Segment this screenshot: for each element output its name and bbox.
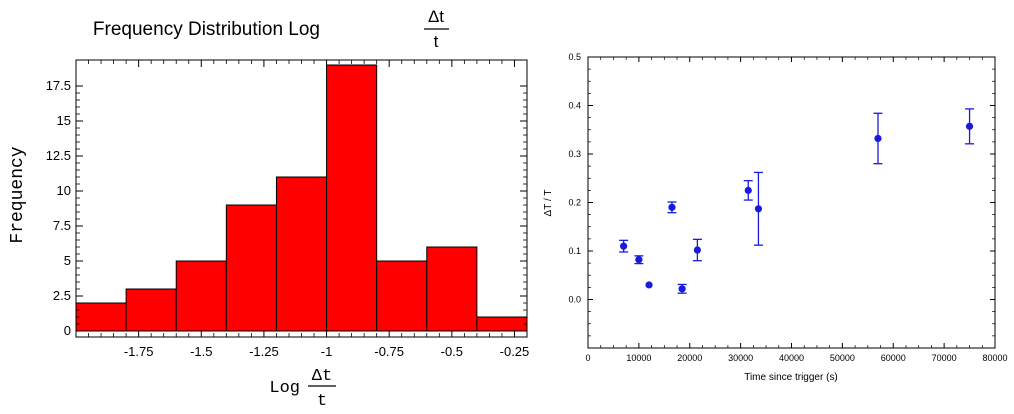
histogram-bar <box>326 64 378 332</box>
histogram-title-denominator: t <box>434 32 439 51</box>
scatter-chart: 0.0 0.1 0.2 0.3 0.4 0.5 0 10000 20000 30000 40000 5… <box>543 52 1008 383</box>
histogram-x-tick-label: -1 <box>321 344 333 359</box>
scatter-x-tick-label: 30000 <box>728 353 753 363</box>
scatter-points <box>619 108 975 294</box>
scatter-x-tick-label: 20000 <box>677 353 702 363</box>
scatter-point <box>965 122 974 130</box>
histogram-x-tick-label: -0.75 <box>374 344 404 359</box>
scatter-point <box>874 134 882 143</box>
scatter-point <box>744 186 752 194</box>
scatter-point <box>668 203 676 211</box>
histogram-x-axis-label-numerator: Δt <box>312 367 332 386</box>
histogram-bar <box>225 204 277 332</box>
histogram-x-axis-label: Log <box>269 379 300 398</box>
scatter-y-tick-label: 0.4 <box>568 101 581 111</box>
histogram-bar <box>275 176 328 332</box>
scatter-x-tick-label: 10000 <box>626 353 651 363</box>
scatter-point <box>645 281 653 289</box>
histogram-y-tick-label: 10 <box>57 183 71 198</box>
scatter-x-tick-label: 80000 <box>982 353 1007 363</box>
scatter-y-tick-label: 0.5 <box>568 52 581 62</box>
histogram-title-numerator: Δt <box>428 7 444 26</box>
histogram-y-tick-label: 15 <box>57 113 71 128</box>
histogram-x-tick-label: -1.75 <box>124 344 154 359</box>
histogram-bars <box>75 64 528 332</box>
scatter-x-tick-label: 0 <box>585 353 590 363</box>
scatter-axes: 0.0 0.1 0.2 0.3 0.4 0.5 0 10000 20000 30000 40000 5… <box>568 52 1007 363</box>
histogram-bar <box>476 316 528 332</box>
scatter-y-tick-label: 0.3 <box>568 149 581 159</box>
scatter-point <box>635 256 643 264</box>
histogram-x-tick-label: -0.25 <box>500 344 530 359</box>
scatter-x-tick-label: 40000 <box>779 353 804 363</box>
histogram-bar <box>125 288 177 332</box>
histogram-y-tick-label: 5 <box>64 253 71 268</box>
histogram-bar <box>175 260 227 332</box>
scatter-frame <box>587 56 996 349</box>
histogram-y-tick-label: 2.5 <box>53 288 71 303</box>
scatter-y-axis-label: ΔT / T <box>543 190 554 217</box>
histogram-y-axis-label: Frequency <box>8 146 28 243</box>
scatter-y-tick-label: 0.2 <box>568 198 581 208</box>
scatter-point <box>620 242 628 250</box>
histogram-bar <box>426 246 478 332</box>
scatter-point <box>754 205 763 213</box>
scatter-x-axis-label: Time since trigger (s) <box>744 372 838 383</box>
scatter-point <box>678 285 686 293</box>
scatter-x-tick-label: 60000 <box>881 353 906 363</box>
histogram-title: Frequency Distribution Log <box>93 19 320 40</box>
histogram-bar <box>75 302 127 332</box>
histogram-y-tick-label: 7.5 <box>53 218 71 233</box>
scatter-point <box>693 246 701 254</box>
scatter-y-tick-label: 0.1 <box>568 246 581 256</box>
histogram-bar <box>376 260 428 332</box>
scatter-x-tick-label: 50000 <box>830 353 855 363</box>
histogram-x-axis-label-denominator: t <box>317 392 327 411</box>
histogram-x-tick-label: -1.5 <box>190 344 212 359</box>
histogram-y-tick-label: 12.5 <box>46 148 71 163</box>
scatter-y-tick-label: 0.0 <box>568 295 581 305</box>
histogram-chart: Frequency Distribution Log Δt t 0 2.5 5 7.5… <box>8 7 529 411</box>
histogram-y-tick-label: 17.5 <box>46 78 71 93</box>
histogram-axes: 0 2.5 5 7.5 10 12.5 15 17.5 -1.75 -1.5 -1.25 -1 -0.7… <box>46 59 530 359</box>
scatter-x-tick-label: 70000 <box>932 353 957 363</box>
histogram-x-tick-label: -1.25 <box>249 344 279 359</box>
histogram-x-tick-label: -0.5 <box>441 344 463 359</box>
histogram-y-tick-label: 0 <box>64 323 71 338</box>
